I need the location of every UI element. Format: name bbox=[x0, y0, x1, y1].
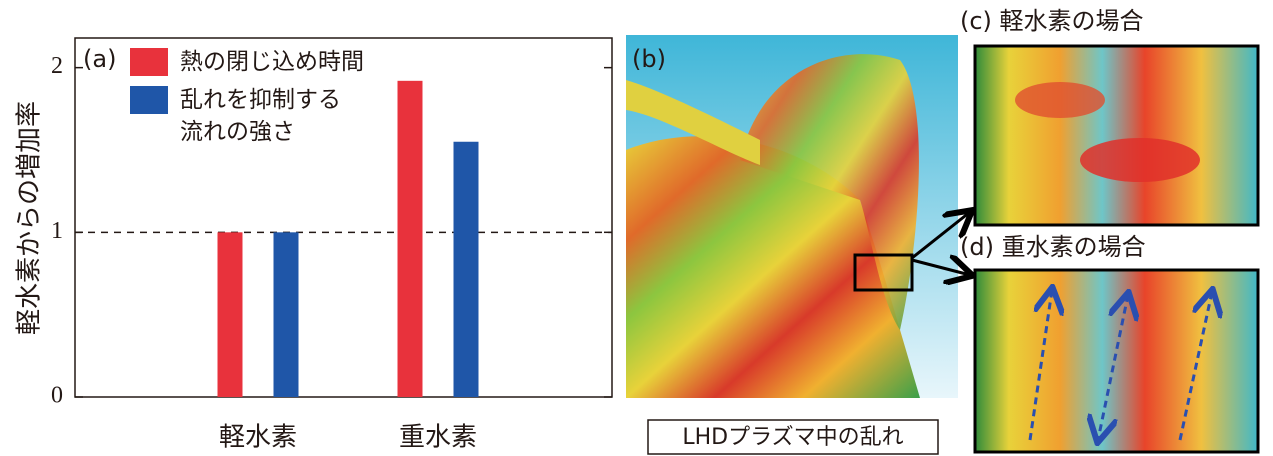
y-tick-label: 2 bbox=[51, 53, 63, 79]
legend-label: 乱れを抑制する 流れの強さ bbox=[180, 84, 341, 148]
bar bbox=[398, 81, 423, 397]
page: {"chart_data": {"type": "bar", "panel_la… bbox=[0, 0, 1273, 456]
x-tick-label: 重水素 bbox=[399, 423, 477, 453]
turbulence-image bbox=[975, 46, 1258, 225]
turbulence-blob bbox=[1080, 138, 1200, 182]
bar bbox=[454, 142, 479, 397]
legend: 熱の閉じ込め時間乱れを抑制する 流れの強さ bbox=[130, 48, 364, 156]
legend-entry: 熱の閉じ込め時間 bbox=[130, 48, 364, 78]
y-tick-label: 0 bbox=[51, 383, 63, 409]
bar bbox=[218, 232, 243, 397]
panel-label: (a) bbox=[83, 45, 116, 73]
y-axis-label: 軽水素からの増加率 bbox=[15, 101, 45, 335]
turbulence-image bbox=[975, 270, 1258, 452]
legend-swatch bbox=[130, 48, 168, 76]
panel-title: (c) 軽水素の場合 bbox=[960, 7, 1144, 35]
legend-label: 熱の閉じ込め時間 bbox=[180, 46, 364, 78]
x-tick-label: 軽水素 bbox=[219, 423, 297, 453]
panel-label: (b) bbox=[632, 45, 666, 73]
y-tick-label: 1 bbox=[51, 218, 63, 244]
caption: LHDプラズマ中の乱れ bbox=[682, 425, 903, 450]
turbulence-blob bbox=[1015, 82, 1105, 118]
legend-swatch bbox=[130, 86, 168, 114]
legend-entry: 乱れを抑制する 流れの強さ bbox=[130, 86, 364, 148]
panel-title: (d) 重水素の場合 bbox=[960, 233, 1146, 261]
bar bbox=[274, 232, 299, 397]
